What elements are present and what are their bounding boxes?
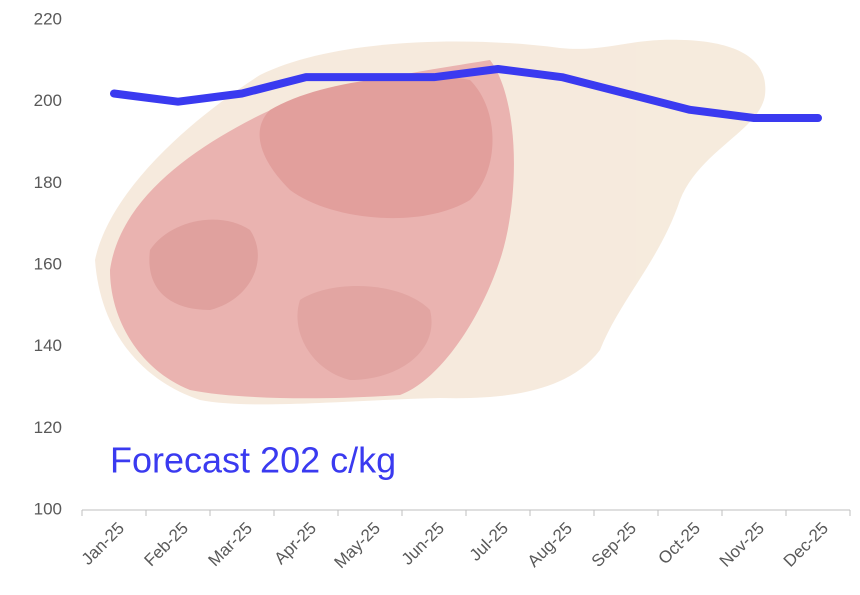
- y-tick-label: 100: [34, 499, 62, 518]
- y-tick-label: 200: [34, 91, 62, 110]
- x-tick-label: May-25: [330, 519, 384, 573]
- series-line: [110, 65, 822, 122]
- x-tick-label: Apr-25: [270, 519, 320, 569]
- y-tick-label: 180: [34, 173, 62, 192]
- y-tick-label: 120: [34, 418, 62, 437]
- x-tick-label: Feb-25: [140, 519, 192, 571]
- annotation: Forecast 202 c/kg: [110, 440, 396, 481]
- x-tick-label: Jan-25: [78, 519, 128, 569]
- y-tick-label: 220: [34, 9, 62, 28]
- x-tick-label: Nov-25: [716, 519, 768, 571]
- x-tick-label: Dec-25: [780, 519, 832, 571]
- x-tick-label: Jul-25: [466, 519, 512, 565]
- x-tick-label: Jun-25: [398, 519, 448, 569]
- x-tick-label: Mar-25: [204, 519, 256, 571]
- x-tick-label: Oct-25: [654, 519, 704, 569]
- y-tick-label: 160: [34, 254, 62, 273]
- x-tick-label: Sep-25: [588, 519, 640, 571]
- y-tick-label: 140: [34, 336, 62, 355]
- background-ham: [95, 39, 766, 405]
- x-tick-label: Aug-25: [524, 519, 576, 571]
